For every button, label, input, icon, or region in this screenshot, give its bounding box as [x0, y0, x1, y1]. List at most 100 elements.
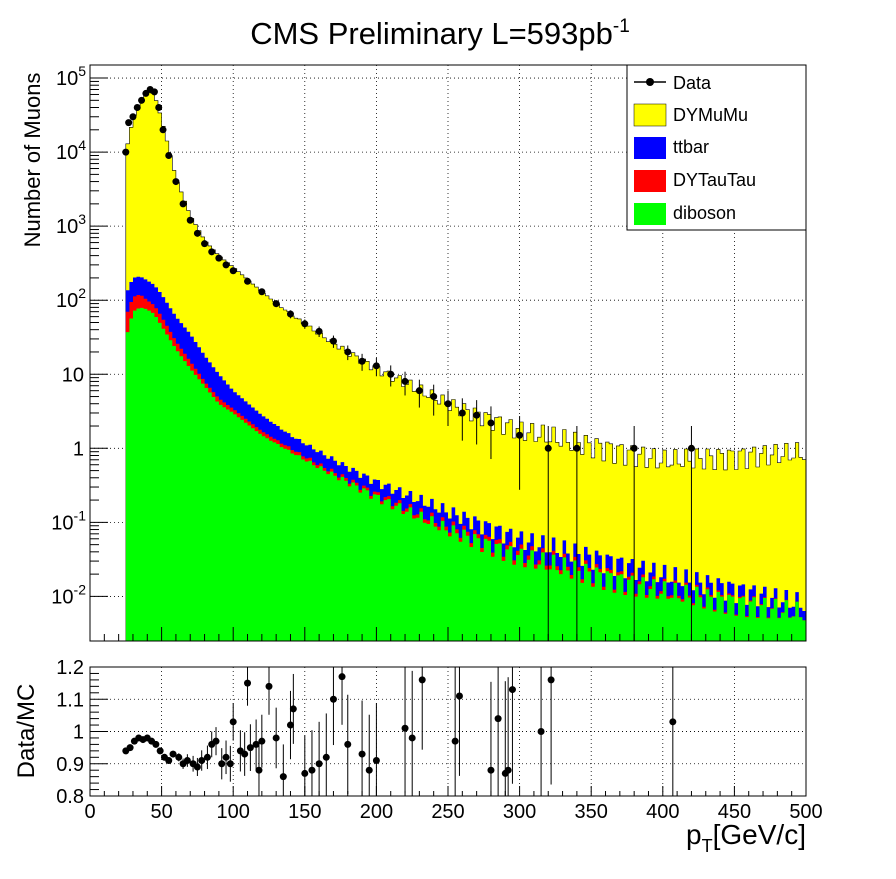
ratio-point [329, 695, 337, 703]
ratio-point [372, 757, 380, 765]
data-point [286, 310, 294, 318]
legend-entry-diboson: diboson [634, 203, 736, 225]
ratio-point [487, 766, 495, 774]
data-point [208, 248, 216, 256]
ratio-point [504, 766, 512, 774]
upper-axis-ticks: 10-2 10-1 1 10 102 103 104 105 [51, 63, 807, 641]
ratio-point [322, 753, 330, 761]
ratio-point [289, 705, 297, 713]
ratio-point [241, 750, 249, 758]
data-point [215, 254, 223, 262]
data-point [473, 411, 481, 419]
data-point [133, 104, 141, 112]
data-point [172, 178, 180, 186]
ratio-point [126, 744, 134, 752]
data-points [122, 86, 695, 641]
ratio-point [537, 728, 545, 735]
data-point [401, 377, 409, 385]
ratio-point [669, 718, 677, 726]
lower-axis-ticks: 0 50 100 150 200 250 300 350 400 450 500 0.8 0.9 1 1.1… [56, 657, 823, 823]
x-tick-label: 300 [503, 801, 536, 823]
x-tick-label: 450 [718, 801, 751, 823]
upper-y-tick-label: 10 [62, 364, 84, 386]
upper-y-tick-label: 103 [56, 211, 86, 238]
data-point [444, 400, 452, 408]
chart-title: CMS Preliminary L=593pb-1 [250, 16, 630, 51]
ratio-point [286, 721, 294, 729]
ratio-point [246, 744, 254, 752]
legend-swatch-dymumu [633, 103, 667, 127]
data-point [272, 300, 280, 308]
data-point [193, 229, 201, 237]
ratio-point [229, 718, 237, 726]
ratio-point [365, 766, 373, 774]
legend-label-ttbar: ttbar [673, 137, 709, 157]
data-point [150, 88, 158, 96]
ratio-point [183, 757, 191, 765]
ratio-points [90, 667, 806, 796]
ratio-point [547, 676, 555, 684]
x-tick-label: 500 [789, 801, 822, 823]
ratio-point [272, 734, 280, 742]
x-tick-label: 50 [150, 801, 172, 823]
ratio-point [165, 757, 173, 765]
legend-swatch-diboson [634, 203, 666, 225]
lower-y-tick-label: 1.1 [56, 689, 84, 711]
data-point [129, 113, 137, 121]
data-point [358, 357, 366, 365]
data-point [179, 200, 187, 208]
lower-y-tick-label: 0.9 [56, 754, 84, 776]
stacked-histograms [125, 91, 807, 642]
data-point [315, 327, 323, 335]
data-point [430, 393, 438, 401]
data-point [201, 240, 209, 248]
data-point [544, 444, 552, 452]
ratio-point [175, 753, 183, 761]
data-point [458, 409, 466, 417]
data-point [244, 277, 252, 285]
ratio-point [226, 760, 234, 768]
ratio-point [203, 753, 211, 761]
legend-label-data: Data [673, 73, 712, 93]
data-point [301, 320, 309, 328]
ratio-point [358, 750, 366, 758]
data-point [687, 444, 695, 452]
data-point [222, 261, 230, 269]
ratio-point [193, 763, 201, 771]
ratio-point [301, 769, 309, 777]
upper-y-tick-label: 1 [73, 438, 84, 460]
ratio-point [455, 692, 463, 700]
ratio-point [451, 737, 459, 745]
data-point [186, 216, 194, 224]
upper-y-tick-label: 10-2 [51, 581, 86, 608]
legend-entry-dytautau: DYTauTau [634, 170, 756, 192]
ratio-point [265, 682, 273, 690]
data-point [122, 148, 130, 156]
ratio-point [308, 766, 316, 774]
upper-y-tick-label: 102 [56, 285, 86, 312]
data-point [516, 431, 524, 439]
x-tick-label: 0 [84, 801, 95, 823]
data-point [630, 444, 638, 452]
data-point [415, 387, 423, 395]
legend-swatch-dytautau [634, 170, 666, 192]
data-point [487, 419, 495, 427]
legend-entry-data: Data [634, 73, 712, 93]
x-axis-title: pT[GeV/c] [686, 819, 806, 856]
data-point [138, 96, 146, 104]
legend-entry-ttbar: ttbar [634, 137, 709, 159]
ratio-point [258, 737, 266, 745]
ratio-point [244, 679, 252, 687]
data-point [329, 337, 337, 345]
x-tick-label: 400 [646, 801, 679, 823]
data-point [372, 362, 380, 370]
upper-y-tick-label: 10-1 [51, 507, 86, 534]
ratio-point [344, 740, 352, 748]
x-tick-label: 150 [288, 801, 321, 823]
x-tick-label: 200 [360, 801, 393, 823]
legend-data-marker [646, 78, 654, 86]
ratio-point [408, 734, 416, 742]
legend-entry-dymumu: DYMuMu [633, 103, 748, 127]
